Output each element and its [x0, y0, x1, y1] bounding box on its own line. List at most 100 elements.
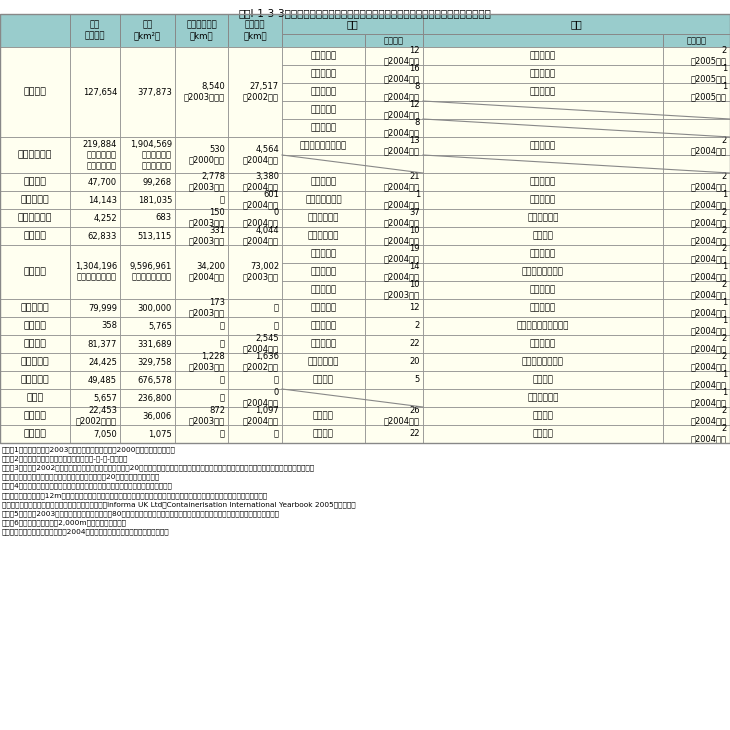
Text: 資料）総務省統計局「世界の統計2004」、各国統計、国土交通省調査等より作成: 資料）総務省統計局「世界の統計2004」、各国統計、国土交通省調査等より作成 [2, 529, 169, 535]
Bar [282, 83, 365, 101]
Bar [663, 137, 730, 155]
Bar [663, 353, 730, 371]
Text: 21
（2004年）: 21 （2004年） [384, 172, 420, 192]
Text: 2　高速道路の定義については、図表１-１-３-４を参照: 2 高速道路の定義については、図表１-１-３-４を参照 [2, 456, 128, 462]
Bar [663, 299, 730, 317]
Text: 22: 22 [410, 339, 420, 348]
Bar [228, 137, 282, 173]
Bar [365, 263, 423, 281]
Text: 名　古　屋: 名 古 屋 [310, 88, 337, 96]
Text: 1
（2004年）: 1 （2004年） [691, 370, 727, 390]
Text: バンコク: バンコク [532, 231, 553, 240]
Text: 173
（2003年）: 173 （2003年） [189, 299, 225, 318]
Text: ラオス: ラオス [26, 393, 44, 402]
Text: 釜　　　山: 釜 山 [310, 177, 337, 186]
Text: ホーチミン: ホーチミン [530, 339, 556, 348]
Bar [423, 299, 663, 317]
Bar [0, 371, 70, 389]
Text: 1
（2004年）: 1 （2004年） [691, 262, 727, 282]
Bar [365, 173, 423, 191]
Text: 5　空港は2003年の年間旅客数の世界順位が80位以上、又は旅客数が各国で最大の空港である。日本は主要な国際空港とした。: 5 空港は2003年の年間旅客数の世界順位が80位以上、又は旅客数が各国で最大の… [2, 510, 280, 517]
Text: 12: 12 [410, 304, 420, 312]
Bar [175, 173, 228, 191]
Text: ＊: ＊ [274, 429, 279, 439]
Bar [282, 65, 365, 83]
Text: 2
（2004年）: 2 （2004年） [691, 245, 727, 264]
Bar [70, 407, 120, 425]
Bar [120, 173, 175, 191]
Bar [282, 317, 365, 335]
Bar [175, 389, 228, 407]
Text: 16
（2004年）: 16 （2004年） [384, 64, 420, 84]
Text: マ　ニ　ラ: マ ニ ラ [530, 304, 556, 312]
Text: 8
（2004年）: 8 （2004年） [384, 118, 420, 138]
Text: 香　　港: 香 港 [532, 429, 553, 439]
Bar [175, 317, 228, 335]
Text: 0
（2004年）: 0 （2004年） [243, 208, 279, 228]
Text: 4,044
（2004年）: 4,044 （2004年） [243, 226, 279, 246]
Text: プノンペン: プノンペン [530, 196, 556, 204]
Text: 調査時点が明記されていないバース数は、Informa UK Ltd「Containerisation International Yearbook 2005」に: 調査時点が明記されていないバース数は、Informa UK Ltd「Contai… [2, 502, 356, 508]
Bar [0, 353, 70, 371]
Text: 2
（2004年）: 2 （2004年） [691, 334, 727, 354]
Text: ＊: ＊ [220, 375, 225, 385]
Text: 2
（2004年）: 2 （2004年） [691, 172, 727, 192]
Text: 10
（2004年）: 10 （2004年） [384, 226, 420, 246]
Bar [282, 191, 365, 209]
Bar [228, 371, 282, 389]
Text: 47,700: 47,700 [88, 177, 117, 186]
Bar [365, 34, 423, 47]
Bar [423, 65, 663, 83]
Bar [282, 155, 365, 173]
Text: シンガポール: シンガポール [308, 213, 339, 223]
Bar [423, 137, 663, 155]
Bar [0, 173, 70, 191]
Bar [0, 209, 70, 227]
Bar [365, 317, 423, 335]
Bar [663, 407, 730, 425]
Bar [365, 47, 423, 65]
Bar [663, 335, 730, 353]
Text: 日本は水深12m以上のコンテナ取扱専用バース数を記載した。東アジア諸国・地域のバース水深等の詳細は不明である。: 日本は水深12m以上のコンテナ取扱専用バース数を記載した。東アジア諸国・地域のバ… [2, 492, 268, 499]
Bar [423, 119, 663, 137]
Bar [70, 173, 120, 191]
Text: タンジェンブリオク: タンジェンブリオク [300, 142, 347, 150]
Text: 14
（2004年）: 14 （2004年） [384, 262, 420, 282]
Bar [423, 335, 663, 353]
Bar [120, 209, 175, 227]
Bar [663, 191, 730, 209]
Bar [120, 191, 175, 209]
Bar [663, 371, 730, 389]
Text: シンガポール: シンガポール [527, 213, 558, 223]
Bar [365, 227, 423, 245]
Text: 1
（2004年）: 1 （2004年） [691, 388, 727, 407]
Text: 22,453
（2002年末）: 22,453 （2002年末） [76, 407, 117, 426]
Bar [423, 371, 663, 389]
Text: ポートケラン: ポートケラン [308, 358, 339, 366]
Text: 872
（2003年）: 872 （2003年） [189, 407, 225, 426]
Bar [120, 299, 175, 317]
Bar [365, 245, 423, 263]
Text: 219,884
（東ティモー
ルを含む。）: 219,884 （東ティモー ルを含む。） [82, 140, 117, 170]
Bar [228, 47, 282, 137]
Bar [228, 299, 282, 317]
Bar [120, 371, 175, 389]
Bar [0, 14, 730, 47]
Bar [282, 173, 365, 191]
Bar [70, 245, 120, 299]
Bar [663, 47, 730, 65]
Bar [120, 389, 175, 407]
Text: インドネシア: インドネシア [18, 150, 53, 159]
Bar [175, 191, 228, 209]
Text: 広　　　州: 広 州 [530, 285, 556, 294]
Bar [0, 47, 70, 137]
Bar [0, 14, 730, 443]
Text: 5,765: 5,765 [148, 321, 172, 331]
Bar [663, 245, 730, 263]
Text: 北　　　京: 北 京 [530, 250, 556, 258]
Bar [228, 173, 282, 191]
Bar [175, 245, 228, 299]
Bar [120, 137, 175, 173]
Text: 676,578: 676,578 [137, 375, 172, 385]
Bar [663, 317, 730, 335]
